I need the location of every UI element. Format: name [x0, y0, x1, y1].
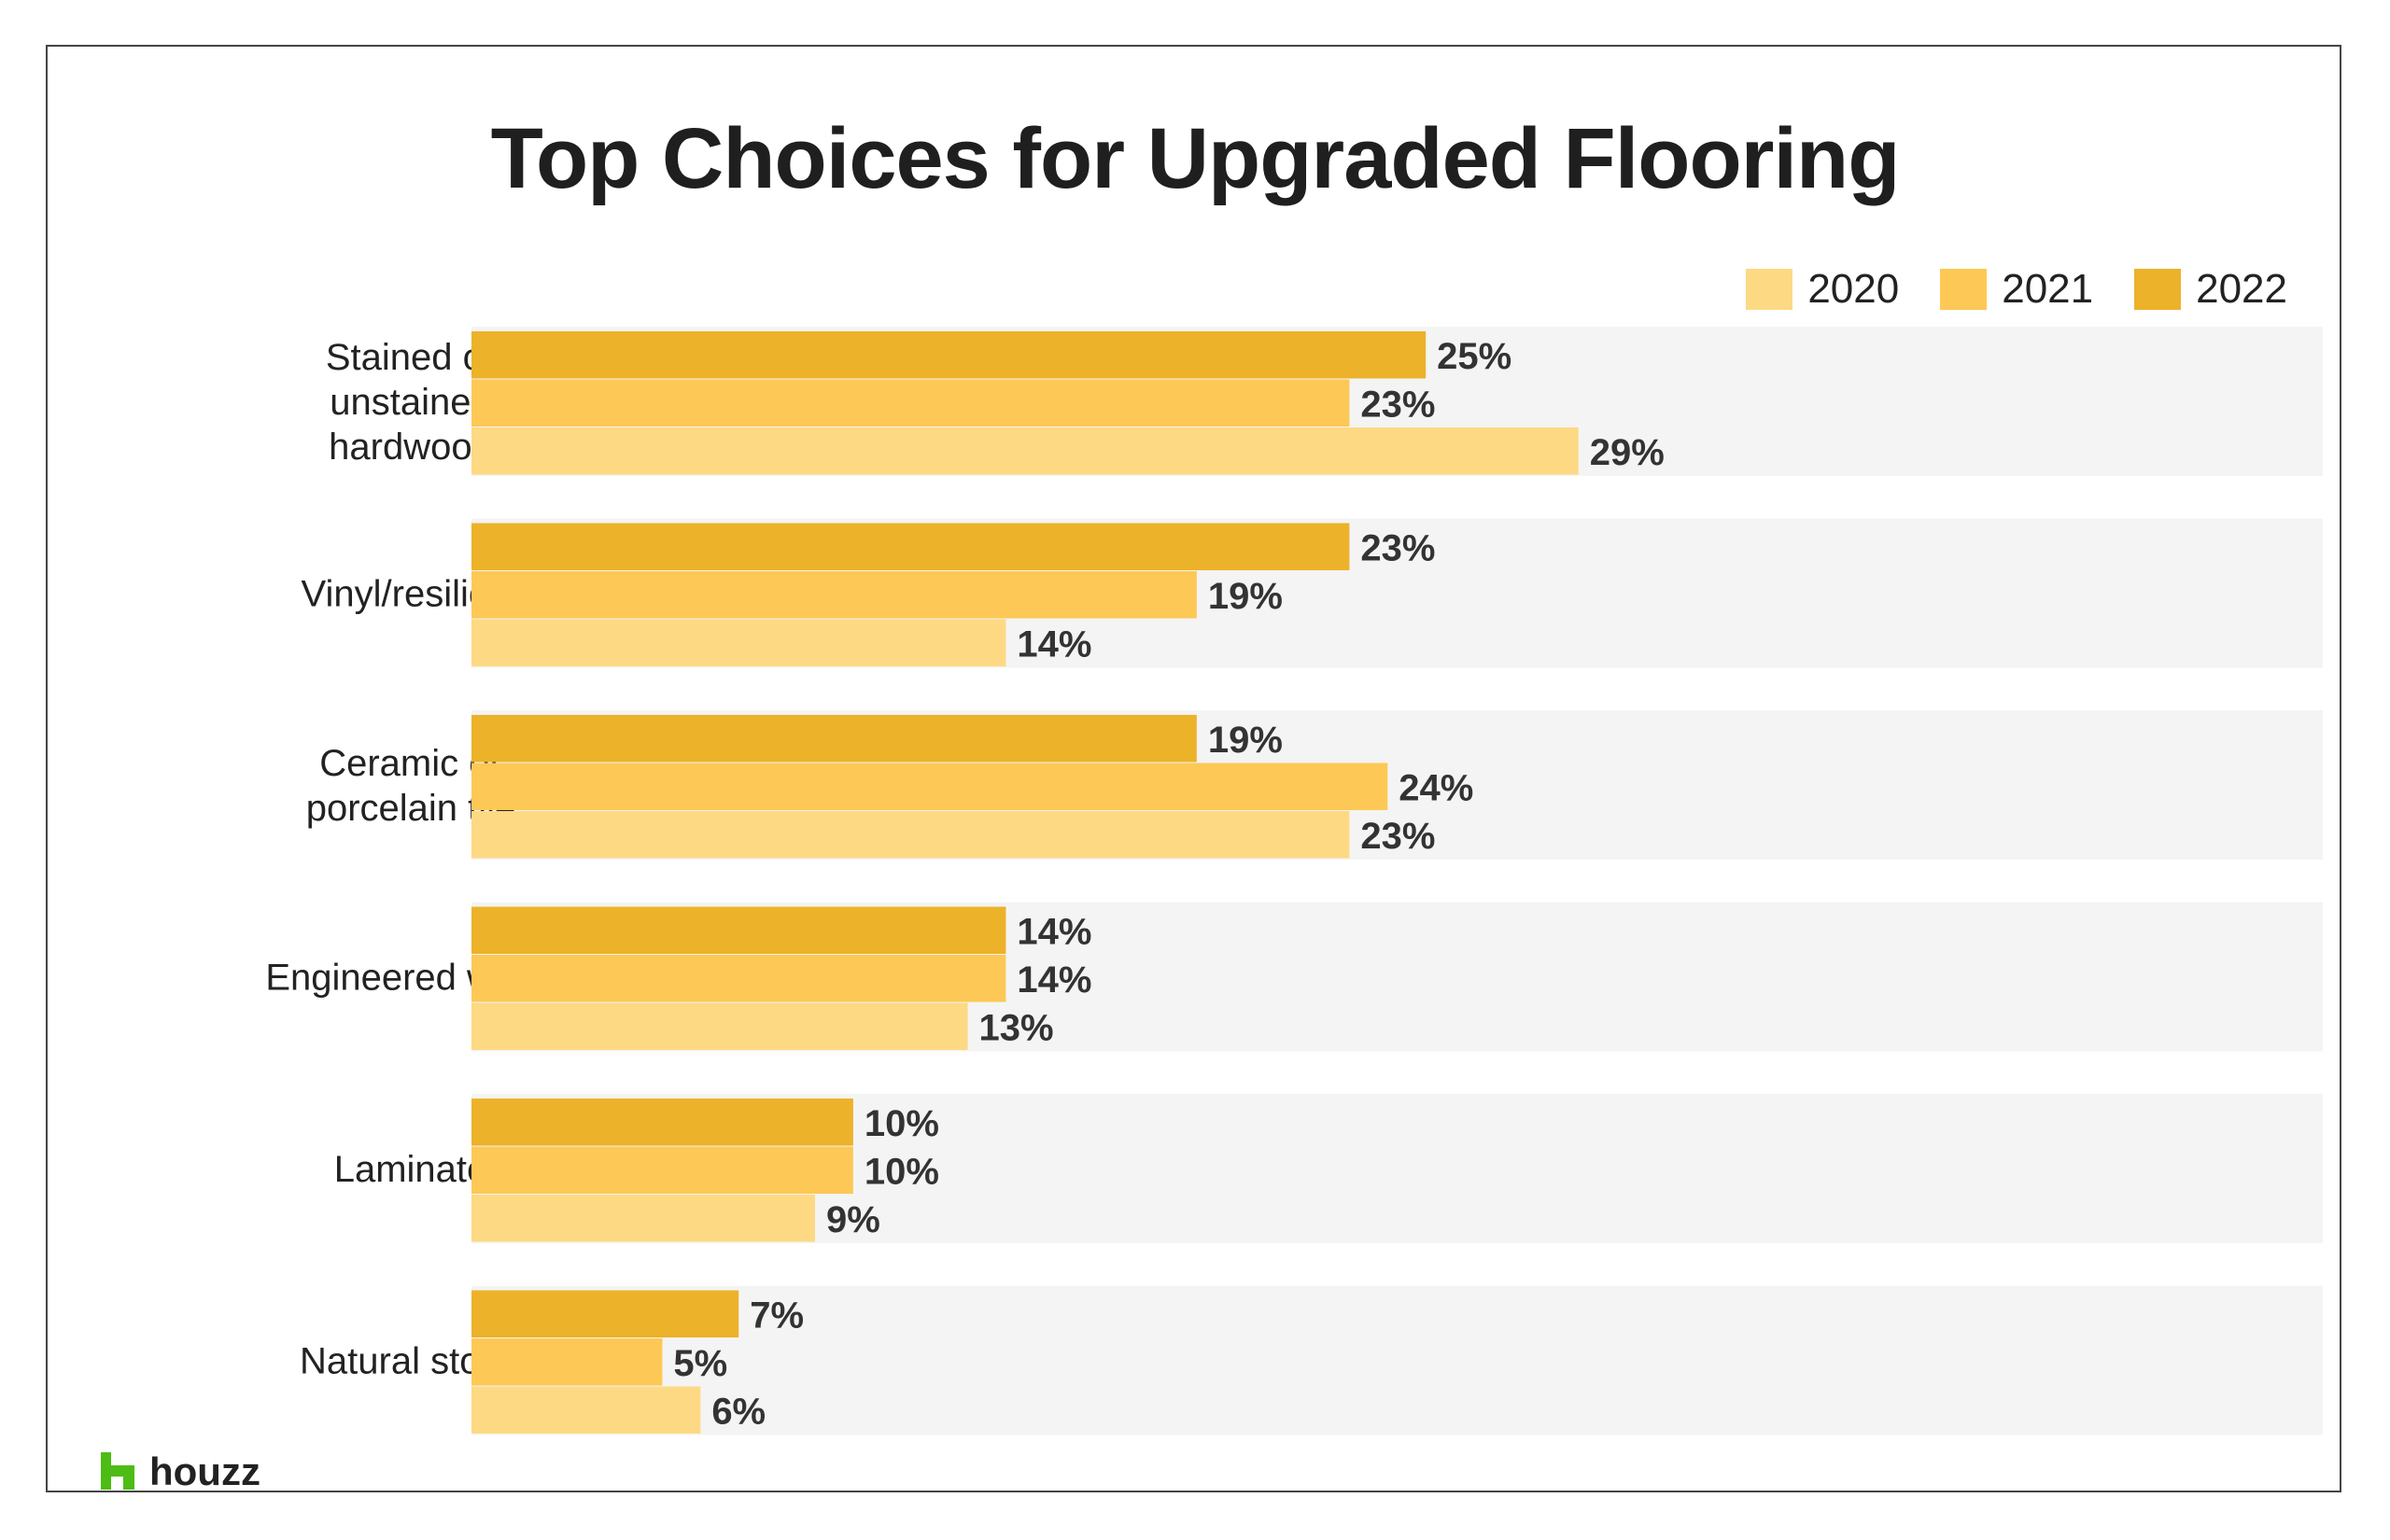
legend-swatch-2021: [1940, 269, 1988, 310]
legend-swatch-2022: [2134, 269, 2182, 310]
bar-2022: [471, 906, 1006, 954]
legend: 2020 2021 2022: [1746, 266, 2287, 313]
legend-swatch-2020: [1746, 269, 1793, 310]
data-label-2022: 23%: [1360, 527, 1435, 568]
houzz-logo-icon: [101, 1452, 134, 1490]
data-label-2021: 23%: [1360, 384, 1435, 425]
data-label-2021: 10%: [865, 1151, 939, 1192]
data-label-2021: 19%: [1208, 576, 1283, 617]
chart-title: Top Choices for Upgraded Flooring: [490, 111, 1901, 206]
data-label-2022: 10%: [865, 1103, 939, 1144]
houzz-logo: houzz: [99, 1449, 260, 1493]
data-label-2020: 13%: [979, 1007, 1054, 1048]
bar-2022: [471, 523, 1350, 570]
bar-2022: [471, 331, 1427, 379]
bar-2020: [471, 811, 1350, 859]
bar-2022: [471, 1099, 853, 1146]
bar-2020: [471, 1195, 815, 1242]
bar-2021: [471, 379, 1350, 427]
data-label-2021: 24%: [1399, 767, 1473, 808]
category-label: Laminate: [334, 1149, 488, 1190]
data-label-2020: 23%: [1360, 816, 1435, 857]
data-label-2021: 5%: [673, 1343, 727, 1384]
data-label-2022: 7%: [750, 1295, 804, 1336]
category-band: [471, 1285, 2323, 1435]
bar-2021: [471, 955, 1006, 1002]
bar-2021: [471, 1146, 853, 1194]
bar-2020: [471, 1002, 968, 1050]
legend-label-2021: 2021: [2002, 266, 2094, 312]
category-label: Stained or unstained hardwood: [326, 337, 496, 468]
legend-label-2022: 2022: [2196, 266, 2287, 312]
data-label-2020: 29%: [1590, 432, 1665, 473]
data-label-2022: 25%: [1437, 336, 1511, 377]
data-label-2020: 9%: [826, 1199, 880, 1240]
legend-item-2022: 2022: [2134, 266, 2287, 313]
legend-label-2020: 2020: [1807, 266, 1900, 312]
data-label-2021: 14%: [1017, 959, 1091, 1001]
data-label-2020: 6%: [711, 1391, 766, 1432]
bar-2020: [471, 1386, 701, 1434]
bar-2021: [471, 571, 1197, 619]
bar-2021: [471, 1338, 663, 1386]
bar-2020: [471, 427, 1579, 475]
legend-item-2020: 2020: [1746, 266, 1899, 313]
bar-2020: [471, 619, 1006, 666]
bar-2022: [471, 1290, 739, 1337]
data-label-2022: 14%: [1017, 911, 1091, 952]
data-label-2022: 19%: [1208, 720, 1283, 761]
legend-item-2021: 2021: [1940, 266, 2093, 313]
data-label-2020: 14%: [1017, 623, 1091, 665]
houzz-logo-text: houzz: [149, 1449, 260, 1493]
bar-2021: [471, 763, 1388, 810]
bar-2022: [471, 715, 1197, 763]
